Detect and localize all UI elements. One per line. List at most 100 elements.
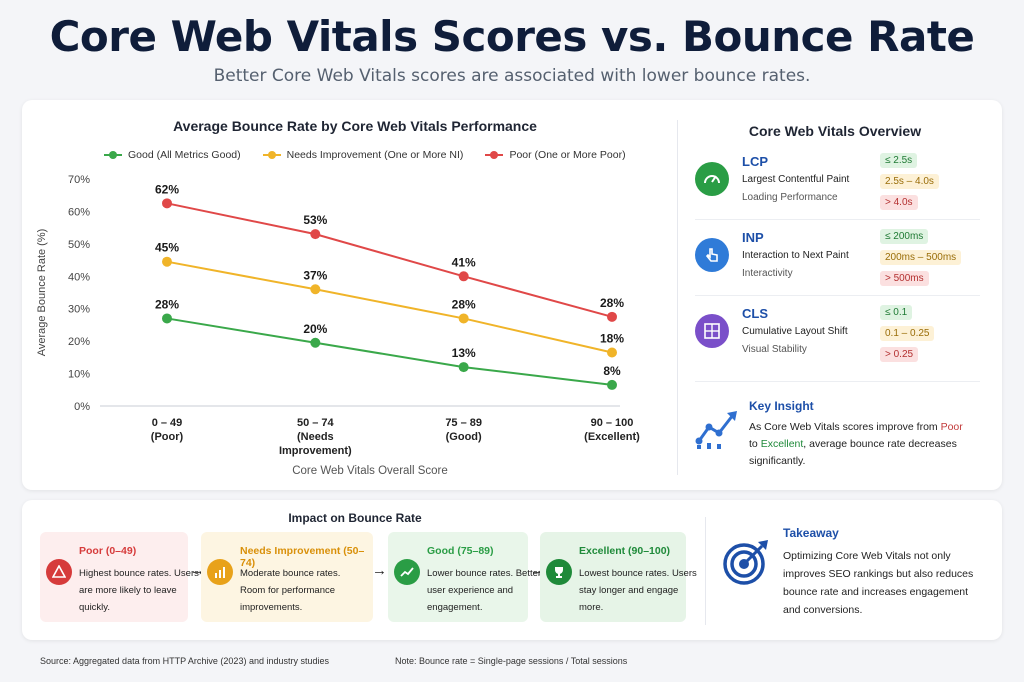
threshold-good: ≤ 2.5s <box>880 153 918 168</box>
data-point <box>458 313 469 324</box>
y-tick-label: 50% <box>68 239 90 251</box>
metric-full-name: Interaction to Next Paint <box>742 250 849 261</box>
data-point <box>458 362 469 373</box>
legend-swatch-good <box>104 150 122 160</box>
y-tick-label: 70% <box>68 174 90 186</box>
y-tick-label: 0% <box>74 401 90 413</box>
legend-item-poor: Poor (One or More Poor) <box>485 149 626 161</box>
stage-poor: Poor (0–49) Highest bounce rates. Users … <box>40 532 199 622</box>
y-tick-label: 60% <box>68 206 90 218</box>
stage-title: Excellent (90–100) <box>579 545 671 557</box>
metric-full-name: Cumulative Layout Shift <box>742 326 848 337</box>
stage-text: Highest bounce rates. Users are more lik… <box>79 568 199 613</box>
stage-good: Good (75–89) Lower bounce rates. Better … <box>388 532 541 622</box>
data-label: 45% <box>155 241 179 255</box>
stage-needs-improvement: Needs Improvement (50–74) Moderate bounc… <box>201 532 373 622</box>
data-point <box>607 347 617 358</box>
stage-title: Poor (0–49) <box>79 545 137 557</box>
stage-title: Needs Improvement (50–74) <box>240 545 365 569</box>
data-point <box>310 229 321 240</box>
data-label: 28% <box>600 296 624 310</box>
x-tick-label: 0 – 49 (Poor) <box>151 417 184 443</box>
data-label: 37% <box>303 268 327 282</box>
hand-pointer-icon <box>695 238 729 272</box>
data-point <box>162 256 172 267</box>
stage-excellent: Excellent (90–100) Lowest bounce rates. … <box>540 532 697 622</box>
threshold-good: ≤ 0.1 <box>880 305 913 320</box>
metric-full-name: Largest Contentful Paint <box>742 174 850 185</box>
data-point <box>458 271 469 282</box>
impact-title: Impact on Bounce Rate <box>288 511 422 525</box>
insight-title: Key Insight <box>749 399 814 413</box>
legend-swatch-poor <box>485 150 504 160</box>
series-line <box>166 202 613 318</box>
x-tick-label: 90 – 100 (Excellent) <box>584 417 640 443</box>
metric-divider <box>695 219 980 220</box>
takeaway-divider <box>705 517 706 625</box>
y-tick-label: 40% <box>68 271 90 283</box>
data-label: 28% <box>452 297 476 311</box>
stage-text: Lower bounce rates. Better user experien… <box>427 568 542 613</box>
insight-text-part: As Core Web Vitals scores improve from <box>749 421 938 433</box>
key-insight: Key Insight As Core Web Vitals scores im… <box>690 395 990 475</box>
insight-text-part: , average bounce rate decreases signific… <box>749 438 957 467</box>
metric-description: Loading Performance <box>742 192 838 203</box>
data-point <box>162 313 172 324</box>
arrow-right-icon: → <box>372 562 387 579</box>
stage-text: Lowest bounce rates. Users stay longer a… <box>579 568 697 613</box>
stage-text: Moderate bounce rates. Room for performa… <box>240 568 341 613</box>
x-tick-label: 50 – 74 (Needs Improvement) <box>279 417 352 457</box>
growth-chart-icon <box>695 411 737 449</box>
x-axis-label: Core Web Vitals Overall Score <box>292 465 448 477</box>
target-icon <box>723 540 768 585</box>
insight-to: to <box>749 438 758 450</box>
footer-note: Note: Bounce rate = Single-page sessions… <box>395 656 628 666</box>
legend-item-good: Good (All Metrics Good) <box>104 149 241 161</box>
bar-chart-icon <box>207 559 233 585</box>
threshold-poor: > 500ms <box>880 271 929 286</box>
threshold-poor: > 0.25 <box>880 347 919 362</box>
metric-inp: INP Interaction to Next Paint Interactiv… <box>690 228 990 300</box>
metric-cls: CLS Cumulative Layout Shift Visual Stabi… <box>690 304 990 376</box>
bounce-rate-line-chart: 0% 10% 20% 30% 40% 50% 60% 70% Average Bounce Ra… <box>36 174 640 477</box>
legend-label-poor: Poor (One or More Poor) <box>509 149 626 161</box>
trend-up-icon <box>394 559 420 585</box>
speedometer-icon <box>695 162 729 196</box>
insight-poor-highlight: Poor <box>940 421 963 433</box>
y-tick-label: 30% <box>68 304 90 316</box>
metric-divider <box>695 381 980 382</box>
warning-icon <box>46 559 72 585</box>
layout-grid-icon <box>695 314 729 348</box>
stage-title: Good (75–89) <box>427 545 494 557</box>
threshold-poor: > 4.0s <box>880 195 918 210</box>
data-label: 20% <box>303 322 327 336</box>
chart-title: Average Bounce Rate by Core Web Vitals P… <box>173 118 537 134</box>
footer-source: Source: Aggregated data from HTTP Archiv… <box>40 656 329 666</box>
data-point <box>310 337 321 348</box>
y-axis-label: Average Bounce Rate (%) <box>36 229 48 357</box>
y-tick-label: 20% <box>68 336 90 348</box>
insight-excellent-highlight: Excellent <box>760 438 804 450</box>
data-label: 41% <box>452 255 476 269</box>
data-label: 62% <box>155 182 179 196</box>
data-point <box>607 379 617 390</box>
y-tick-label: 10% <box>68 369 90 381</box>
data-label: 18% <box>600 331 624 345</box>
legend-label-good: Good (All Metrics Good) <box>128 149 241 161</box>
insight-text: As Core Web Vitals scores improve from P… <box>749 419 974 470</box>
x-tick-label: 75 – 89 (Good) <box>445 417 482 443</box>
data-label: 13% <box>452 346 476 360</box>
data-label: 8% <box>603 364 621 378</box>
data-label: 28% <box>155 297 179 311</box>
page-subtitle: Better Core Web Vitals scores are associ… <box>213 66 811 86</box>
legend-item-needs-improvement: Needs Improvement (One or More NI) <box>262 149 463 161</box>
metric-name: INP <box>742 230 764 245</box>
series-line <box>166 260 613 354</box>
metric-name: LCP <box>742 154 768 169</box>
threshold-needs-improvement: 0.1 – 0.25 <box>880 326 935 341</box>
data-label: 53% <box>303 213 327 227</box>
metric-description: Visual Stability <box>742 344 807 355</box>
data-point <box>310 284 321 295</box>
vertical-divider <box>677 120 678 475</box>
metric-lcp: LCP Largest Contentful Paint Loading Per… <box>690 152 990 224</box>
